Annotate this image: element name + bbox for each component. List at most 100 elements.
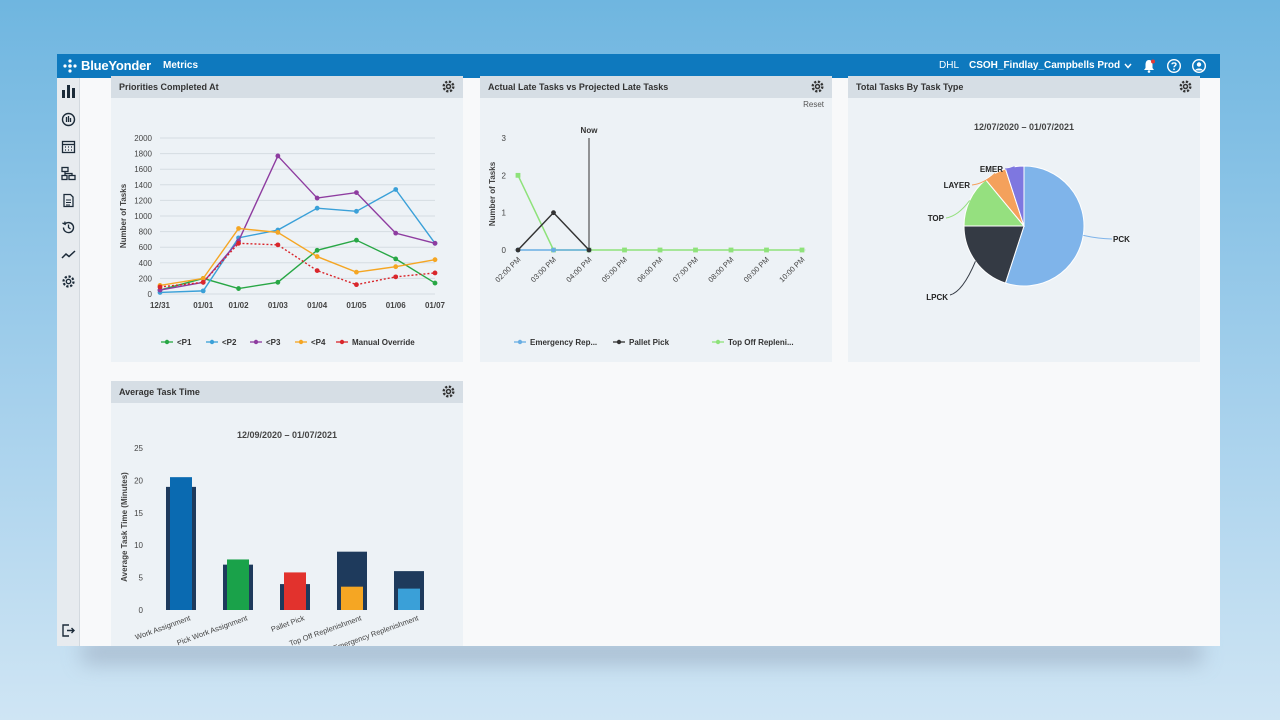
sidebar-item-calendar[interactable] (60, 138, 77, 155)
sidebar-item-logout[interactable] (60, 622, 77, 639)
series-line (517, 175, 802, 251)
x-tick-label: 05:00 PM (600, 255, 629, 284)
y-tick-label: 1000 (134, 212, 152, 221)
pie-connector (971, 173, 996, 186)
y-tick-label: 400 (139, 259, 153, 268)
y-tick-label: 10 (134, 541, 143, 550)
sidebar-item-dashboard[interactable] (60, 111, 77, 128)
legend-marker (253, 339, 259, 345)
data-point (275, 242, 281, 248)
panel-title: Priorities Completed At (111, 76, 463, 98)
gear-icon[interactable] (810, 79, 825, 94)
late-tasks-line-chart: 0 1 2 3 02:00 PM 03:00 PM 04:00 PM 05:00 PM 06:0… (488, 126, 806, 347)
sidebar-item-history[interactable] (60, 219, 77, 236)
facility-selector[interactable]: CSOH_Findlay_Campbells Prod (969, 60, 1132, 71)
sidebar-item-hierarchy[interactable] (60, 165, 77, 182)
y-tick-label: 5 (139, 574, 144, 583)
data-point (275, 279, 281, 285)
facility-label: CSOH_Findlay_Campbells Prod (969, 60, 1121, 71)
data-point (200, 279, 206, 285)
legend-item: <P3 (266, 338, 281, 347)
bar-selected (341, 586, 363, 610)
data-point (693, 247, 698, 253)
data-point (200, 288, 206, 294)
legend-marker (616, 339, 622, 345)
x-tick-label: 03:00 PM (529, 255, 558, 284)
pie-label: LAYER (944, 181, 971, 190)
panel-title: Actual Late Tasks vs Projected Late Task… (480, 76, 832, 98)
series-line (159, 242, 436, 288)
hierarchy-icon (61, 166, 76, 181)
sidebar-item-metrics[interactable] (60, 82, 77, 99)
x-tick-label: 01/02 (229, 301, 250, 310)
y-tick-label: 25 (134, 444, 143, 453)
notification-bell-icon[interactable] (1141, 58, 1157, 74)
user-account-icon[interactable] (1191, 58, 1207, 74)
data-point (236, 226, 241, 231)
pie-slice (1004, 165, 1085, 287)
gear-icon[interactable] (441, 79, 456, 94)
x-tick-label: 04:00 PM (564, 255, 593, 284)
data-point (236, 240, 241, 246)
legend-marker (339, 339, 345, 345)
x-tick-label: 01/05 (346, 301, 367, 310)
priorities-panel: Priorities Completed At 0 200 400 600 800 100… (111, 76, 463, 362)
date-range: 12/07/2020 – 01/07/2021 (973, 122, 1075, 132)
gauge-icon (61, 112, 76, 127)
x-tick-label: 01/06 (386, 301, 407, 310)
pie-connector (945, 200, 971, 219)
x-tick-label: 01/03 (268, 301, 289, 310)
legend-item: <P1 (177, 338, 192, 347)
data-point (799, 247, 805, 253)
legend-marker (298, 339, 304, 345)
data-point (354, 208, 359, 214)
x-tick-label: 06:00 PM (635, 255, 664, 284)
x-tick-label: Pallet Pick (270, 613, 306, 634)
data-point (200, 276, 206, 281)
sidebar (57, 78, 80, 646)
y-tick-label: 3 (502, 134, 507, 143)
y-axis-label: Number of Tasks (119, 183, 128, 248)
y-tick-label: 2000 (134, 134, 152, 143)
pie-label: TOP (928, 214, 945, 223)
late-tasks-panel: Actual Late Tasks vs Projected Late Task… (480, 76, 832, 362)
avg-task-time-panel: Average Task Time 12/09/2020 – 01/07/202… (111, 381, 463, 646)
y-tick-label: 1200 (134, 196, 152, 205)
y-tick-label: 800 (139, 228, 153, 237)
x-tick-label: 07:00 PM (671, 255, 700, 284)
data-point (586, 247, 592, 253)
priorities-line-chart: 0 200 400 600 800 1000 1200 1400 1600 1800 2000 12/… (119, 134, 446, 347)
brand-logo[interactable]: BlueYonder (63, 58, 151, 73)
legend-item: Top Off Repleni... (728, 338, 794, 347)
pie-connector (1004, 166, 1015, 170)
gear-icon[interactable] (1178, 79, 1193, 94)
sidebar-item-reports[interactable] (60, 192, 77, 209)
data-point (354, 282, 359, 288)
series-line (159, 154, 436, 291)
sidebar-item-trends[interactable] (60, 246, 77, 263)
pie-connector (949, 261, 976, 296)
bar-selected (284, 572, 306, 610)
data-point (432, 257, 438, 263)
series-line (159, 227, 436, 287)
y-tick-label: 2 (502, 171, 507, 180)
task-type-panel: Total Tasks By Task Type 12/07/2020 – 01… (848, 76, 1200, 362)
legend-marker (517, 339, 523, 345)
document-icon (63, 193, 74, 208)
help-icon[interactable] (1166, 58, 1182, 74)
pie-connector (1083, 234, 1113, 240)
reset-zoom-button[interactable]: Reset (803, 100, 824, 109)
top-bar: BlueYonder Metrics DHL CSOH_Findlay_Camp… (57, 54, 1220, 78)
sidebar-item-settings[interactable] (60, 273, 77, 290)
legend-marker (164, 339, 170, 345)
data-point (432, 270, 438, 276)
x-tick-label: 01/04 (307, 301, 328, 310)
data-point (551, 210, 556, 216)
gear-icon[interactable] (441, 384, 456, 399)
y-tick-label: 0 (502, 246, 507, 255)
data-point (515, 172, 521, 178)
app-title: Metrics (163, 60, 199, 71)
logout-icon (62, 624, 75, 637)
data-point (314, 195, 320, 201)
y-axis-label: Average Task Time (Minutes) (120, 472, 129, 582)
